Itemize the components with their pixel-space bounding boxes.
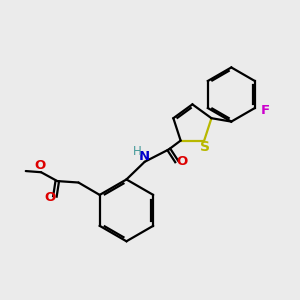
Text: O: O <box>34 159 46 172</box>
Text: N: N <box>139 150 150 163</box>
Text: O: O <box>44 191 55 204</box>
Text: F: F <box>260 104 270 117</box>
Text: S: S <box>200 140 210 154</box>
Text: O: O <box>177 155 188 168</box>
Text: H: H <box>133 145 142 158</box>
